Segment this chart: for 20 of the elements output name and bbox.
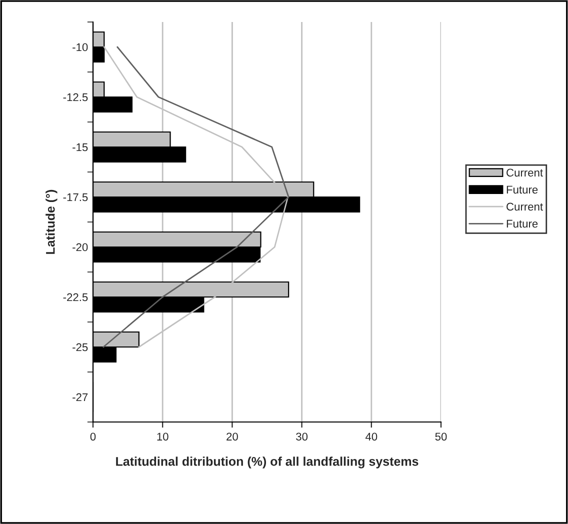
y-tick-label: -27 [72, 393, 88, 402]
y-tick-label: -12.5 [63, 93, 88, 102]
x-tick-label: 0 [90, 432, 96, 441]
x-axis-title: Latitudinal ditribution (%) of all landfalling systems [116, 456, 418, 468]
y-tick-label: -22.5 [63, 293, 88, 302]
legend-label: Current [506, 168, 543, 177]
x-tick-label: 30 [296, 432, 308, 441]
y-tick-label: -17.5 [63, 193, 88, 202]
legend-label: Future [506, 186, 538, 194]
y-tick-label: -20 [72, 243, 88, 252]
x-tick-label: 10 [157, 432, 168, 441]
x-tick-label: 50 [435, 432, 447, 441]
legend-label: Future [506, 220, 538, 228]
y-tick-label: -15 [72, 143, 88, 152]
x-tick-label: 40 [365, 432, 378, 441]
x-tick-label: 20 [226, 432, 238, 441]
y-tick-label: -10 [72, 43, 88, 52]
y-tick-label: -25 [72, 343, 88, 352]
legend-label: Current [506, 202, 543, 211]
y-axis-title: Latitude (°) [46, 190, 58, 254]
